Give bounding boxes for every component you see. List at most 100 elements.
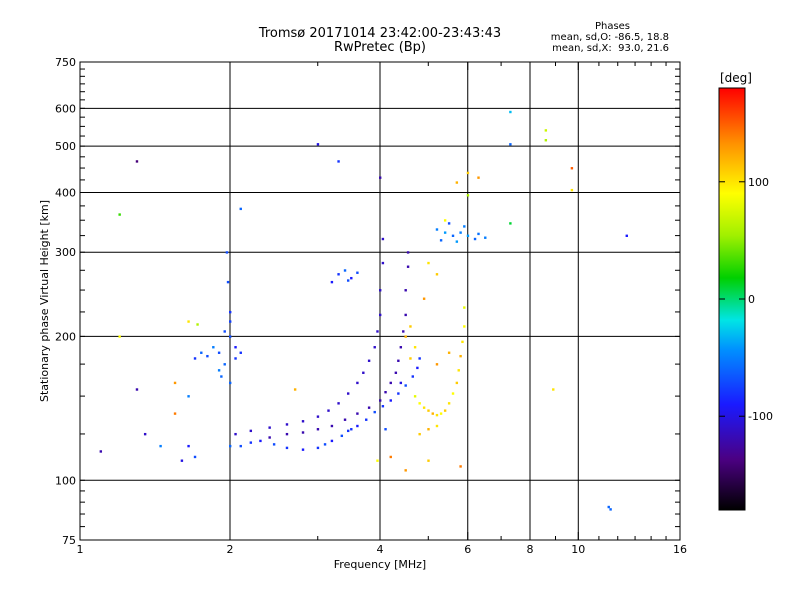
data-point (301, 420, 305, 423)
data-point (463, 225, 466, 228)
data-point (367, 359, 371, 362)
data-point (399, 346, 403, 349)
data-point (416, 366, 419, 370)
data-point (356, 424, 359, 428)
data-point (466, 194, 470, 197)
data-point (459, 354, 462, 358)
data-point (376, 330, 379, 333)
data-point (229, 444, 232, 448)
x-tick-label: 6 (464, 543, 471, 556)
data-point (229, 320, 232, 323)
data-point (343, 418, 347, 421)
data-point (447, 222, 451, 225)
y-tick-label: 300 (55, 246, 76, 259)
data-point (447, 402, 451, 405)
x-tick-label: 8 (527, 543, 534, 556)
data-point (439, 239, 443, 242)
y-tick-label: 75 (62, 534, 76, 547)
data-point (187, 320, 190, 323)
x-tick-label: 1 (77, 543, 84, 556)
x-tick-label: 2 (227, 543, 234, 556)
data-point (379, 399, 382, 402)
data-point (234, 357, 237, 360)
y-tick-label: 600 (55, 102, 76, 115)
stats-x-line: mean, sd,X: 93.0, 21.6 (552, 43, 669, 54)
data-point (394, 371, 398, 374)
data-point (447, 351, 451, 354)
data-point (544, 139, 548, 142)
data-point (404, 384, 407, 387)
data-point (389, 399, 392, 402)
data-point (397, 392, 400, 395)
data-point (239, 207, 242, 211)
x-tick-labels: 1 2 4 6 8 10 16 (77, 543, 688, 556)
data-point (356, 271, 359, 274)
data-point (413, 395, 417, 398)
data-point (337, 160, 340, 163)
data-point (226, 280, 230, 284)
data-point (200, 351, 203, 354)
data-point (466, 234, 470, 237)
data-point (99, 450, 103, 453)
data-point (143, 432, 147, 436)
grid-lines (80, 62, 680, 540)
data-point (234, 346, 237, 349)
data-point (459, 465, 462, 468)
data-point (365, 418, 368, 421)
data-point (135, 160, 139, 163)
data-point (477, 176, 480, 179)
y-axis-label: Stationary phase Virtual Height [km] (38, 200, 51, 402)
data-point (225, 251, 229, 254)
data-point (379, 289, 382, 292)
data-point (376, 459, 379, 462)
stats-o-line: mean, sd,O: -86.5, 18.8 (550, 32, 669, 43)
chart-subtitle: RwPretec (Bp) (333, 40, 427, 55)
data-point (404, 469, 407, 472)
data-point (544, 129, 548, 132)
data-point (135, 388, 139, 391)
data-point (459, 231, 462, 234)
data-point (268, 436, 271, 439)
data-point (473, 237, 477, 241)
data-point (443, 219, 447, 222)
data-point (411, 375, 414, 378)
data-point (427, 409, 430, 412)
data-point (427, 459, 430, 462)
data-point (259, 439, 262, 443)
data-point (249, 429, 253, 433)
data-point (422, 406, 426, 409)
data-point (272, 443, 276, 446)
data-point (402, 330, 405, 333)
data-point (316, 428, 320, 431)
y-tick-label: 200 (55, 330, 76, 343)
data-point (443, 231, 447, 234)
data-point (409, 325, 412, 328)
data-point (463, 325, 466, 328)
data-point (346, 279, 350, 282)
data-point (356, 412, 359, 415)
y-tick-label: 500 (55, 140, 76, 153)
data-point (373, 346, 376, 349)
data-point (431, 412, 434, 415)
data-point (239, 444, 242, 448)
data-point (180, 459, 184, 462)
axis-ticks (79, 61, 681, 540)
chart-title: Tromsø 20171014 23:42:00-23:43:43 (258, 26, 502, 41)
data-point (301, 431, 305, 434)
data-point (404, 289, 407, 292)
data-point (418, 402, 421, 405)
data-point (285, 423, 289, 426)
data-point (477, 232, 480, 236)
data-point (381, 237, 385, 241)
data-point (455, 381, 459, 385)
data-point (435, 424, 439, 428)
data-point (406, 251, 410, 254)
data-point (570, 188, 574, 192)
data-point (346, 429, 350, 433)
colorbar-ticks: 100 0 -100 (719, 176, 773, 423)
data-point (406, 265, 410, 268)
data-point (381, 261, 385, 265)
data-point (212, 346, 215, 349)
data-point (343, 269, 347, 272)
